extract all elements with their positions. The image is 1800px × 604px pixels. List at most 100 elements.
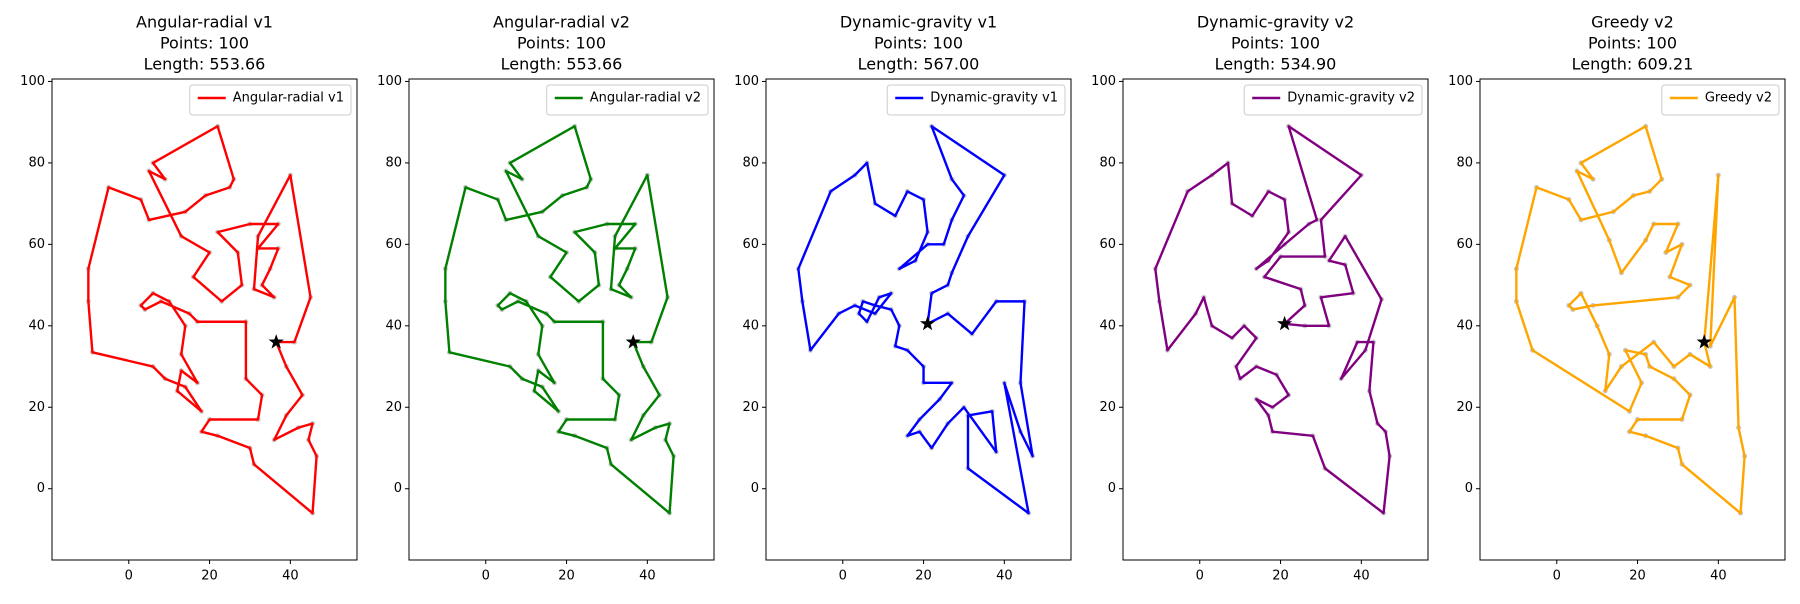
legend-box (546, 84, 709, 116)
y-tick-label: 40 (385, 318, 402, 333)
legend-box (1243, 84, 1423, 116)
x-tick-label: 20 (915, 569, 932, 584)
legend: Dynamic-gravity v1 (886, 84, 1066, 116)
x-tick-label: 0 (839, 569, 847, 584)
subplot-subtitle: Length: 553.66 (501, 55, 623, 74)
subplot: Dynamic-gravity v1 Points: 100 Length: 567… (734, 13, 1072, 584)
x-tick-label: 20 (1629, 569, 1646, 584)
x-tick-label: 40 (996, 569, 1013, 584)
subplot-subtitle: Points: 100 (1588, 34, 1677, 53)
subplot-subtitle: Points: 100 (160, 34, 249, 53)
subplot-subtitle: Points: 100 (874, 34, 963, 53)
x-tick-label: 40 (282, 569, 299, 584)
y-tick-label: 100 (734, 74, 759, 89)
tour-line (87, 125, 318, 515)
x-tick-label: 40 (1353, 569, 1370, 584)
subplot-title: Greedy v2 (1591, 13, 1674, 32)
tour-line (1515, 125, 1746, 515)
x-tick-label: 20 (558, 569, 575, 584)
subplot-subtitle: Length: 609.21 (1572, 55, 1694, 74)
y-tick-label: 20 (1456, 400, 1473, 415)
plot-area (442, 123, 677, 516)
plot-area (795, 123, 1036, 516)
x-tick-label: 20 (1272, 569, 1289, 584)
legend-label: Dynamic-gravity v2 (1287, 91, 1415, 106)
start-marker (625, 334, 641, 349)
subplot-title: Angular-radial v2 (493, 13, 630, 32)
y-tick-label: 80 (1099, 155, 1116, 170)
subplot: Dynamic-gravity v2 Points: 100 Length: 534… (1091, 13, 1429, 584)
y-tick-label: 0 (751, 481, 759, 496)
y-tick-label: 100 (1448, 74, 1473, 89)
y-tick-label: 100 (1091, 74, 1116, 89)
legend-label: Angular-radial v2 (590, 91, 701, 106)
legend-label: Angular-radial v1 (233, 91, 344, 106)
plot-area (1152, 123, 1393, 516)
x-tick-label: 0 (482, 569, 490, 584)
y-tick-label: 60 (28, 237, 45, 252)
subplot-subtitle: Length: 534.90 (1215, 55, 1337, 74)
y-tick-label: 0 (37, 481, 45, 496)
y-tick-label: 80 (385, 155, 402, 170)
legend: Angular-radial v2 (546, 84, 709, 116)
legend: Angular-radial v1 (189, 84, 352, 116)
legend-label: Greedy v2 (1705, 91, 1772, 106)
subplot-subtitle: Points: 100 (517, 34, 606, 53)
subplot-subtitle: Length: 553.66 (144, 55, 266, 74)
legend: Dynamic-gravity v2 (1243, 84, 1423, 116)
subplot: Greedy v2 Points: 100 Length: 609.21 0 20 40 0… (1448, 13, 1786, 584)
subplot-subtitle: Points: 100 (1231, 34, 1320, 53)
subplot: Angular-radial v1 Points: 100 Length: 553.… (20, 13, 358, 584)
x-tick-label: 0 (125, 569, 133, 584)
start-marker (1276, 315, 1293, 331)
y-tick-label: 0 (394, 481, 402, 496)
start-marker (919, 315, 936, 331)
subplot-title: Dynamic-gravity v1 (840, 13, 997, 32)
x-tick-label: 40 (639, 569, 656, 584)
y-tick-label: 60 (1456, 237, 1473, 252)
subplot-title: Dynamic-gravity v2 (1197, 13, 1354, 32)
y-tick-label: 60 (742, 237, 759, 252)
y-tick-label: 60 (385, 237, 402, 252)
legend-box (189, 84, 352, 116)
subplot: Angular-radial v2 Points: 100 Length: 553.… (377, 13, 715, 584)
subplot-subtitle: Length: 567.00 (858, 55, 980, 74)
x-tick-label: 0 (1196, 569, 1204, 584)
y-tick-label: 0 (1465, 481, 1473, 496)
y-tick-label: 20 (742, 400, 759, 415)
y-tick-label: 20 (1099, 400, 1116, 415)
axes-frame (408, 78, 715, 561)
tour-line (797, 125, 1034, 515)
y-tick-label: 20 (28, 400, 45, 415)
x-tick-label: 20 (201, 569, 218, 584)
legend-box (886, 84, 1066, 116)
y-tick-label: 60 (1099, 237, 1116, 252)
subplot-title: Angular-radial v1 (136, 13, 273, 32)
x-tick-label: 40 (1710, 569, 1727, 584)
legend-label: Dynamic-gravity v1 (930, 91, 1058, 106)
y-tick-label: 20 (385, 400, 402, 415)
y-tick-label: 40 (1099, 318, 1116, 333)
y-tick-label: 0 (1108, 481, 1116, 496)
plot-area (1513, 123, 1748, 516)
legend-box (1661, 84, 1780, 116)
axes-frame (1122, 78, 1429, 561)
y-tick-label: 80 (742, 155, 759, 170)
plot-area (85, 123, 320, 516)
start-marker (1696, 334, 1712, 349)
axes-frame (1479, 78, 1786, 561)
start-marker (268, 334, 284, 349)
y-tick-label: 40 (742, 318, 759, 333)
legend: Greedy v2 (1661, 84, 1780, 116)
axes-frame (765, 78, 1072, 561)
y-tick-label: 80 (1456, 155, 1473, 170)
y-tick-label: 100 (20, 74, 45, 89)
x-tick-label: 0 (1553, 569, 1561, 584)
y-tick-label: 80 (28, 155, 45, 170)
y-tick-label: 40 (1456, 318, 1473, 333)
y-tick-label: 100 (377, 74, 402, 89)
axes-frame (51, 78, 358, 561)
tour-line (444, 125, 675, 515)
y-tick-label: 40 (28, 318, 45, 333)
